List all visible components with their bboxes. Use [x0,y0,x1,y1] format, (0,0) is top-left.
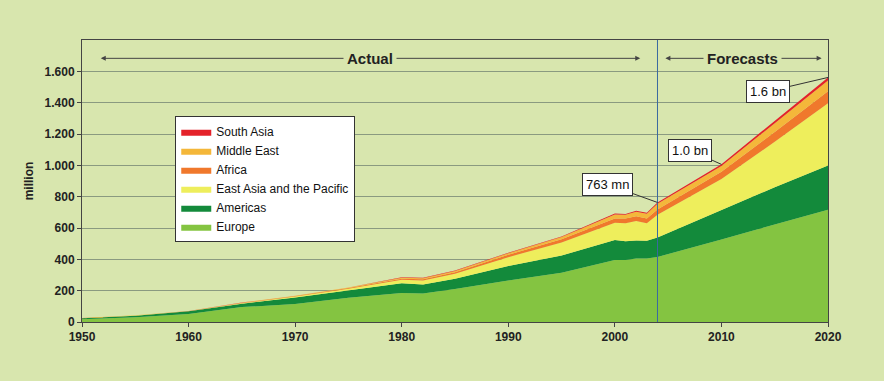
svg-text:2020: 2020 [815,330,842,344]
svg-text:2000: 2000 [602,330,629,344]
svg-text:1970: 1970 [282,330,309,344]
svg-text:South Asia: South Asia [216,125,274,139]
svg-text:Forecasts: Forecasts [707,50,778,67]
svg-text:1960: 1960 [175,330,202,344]
svg-text:Americas: Americas [216,201,266,215]
svg-text:1.600: 1.600 [45,65,75,79]
svg-text:1.000: 1.000 [45,159,75,173]
svg-text:Africa: Africa [216,163,247,177]
svg-text:1.6 bn: 1.6 bn [750,84,786,99]
svg-text:Actual: Actual [347,50,393,67]
svg-text:million: million [22,162,36,201]
svg-text:1.400: 1.400 [45,96,75,110]
svg-text:East Asia and the Pacific: East Asia and the Pacific [216,182,348,196]
svg-text:1980: 1980 [388,330,415,344]
svg-text:2010: 2010 [708,330,735,344]
svg-text:1.200: 1.200 [45,127,75,141]
svg-text:763 mn: 763 mn [586,177,629,192]
svg-text:600: 600 [55,221,75,235]
svg-text:Middle East: Middle East [216,144,279,158]
svg-text:200: 200 [55,284,75,298]
svg-text:400: 400 [55,253,75,267]
svg-text:1950: 1950 [69,330,96,344]
svg-text:1.0 bn: 1.0 bn [672,143,708,158]
svg-text:800: 800 [55,190,75,204]
svg-text:1990: 1990 [495,330,522,344]
svg-text:0: 0 [68,315,75,329]
svg-text:Europe: Europe [216,220,255,234]
